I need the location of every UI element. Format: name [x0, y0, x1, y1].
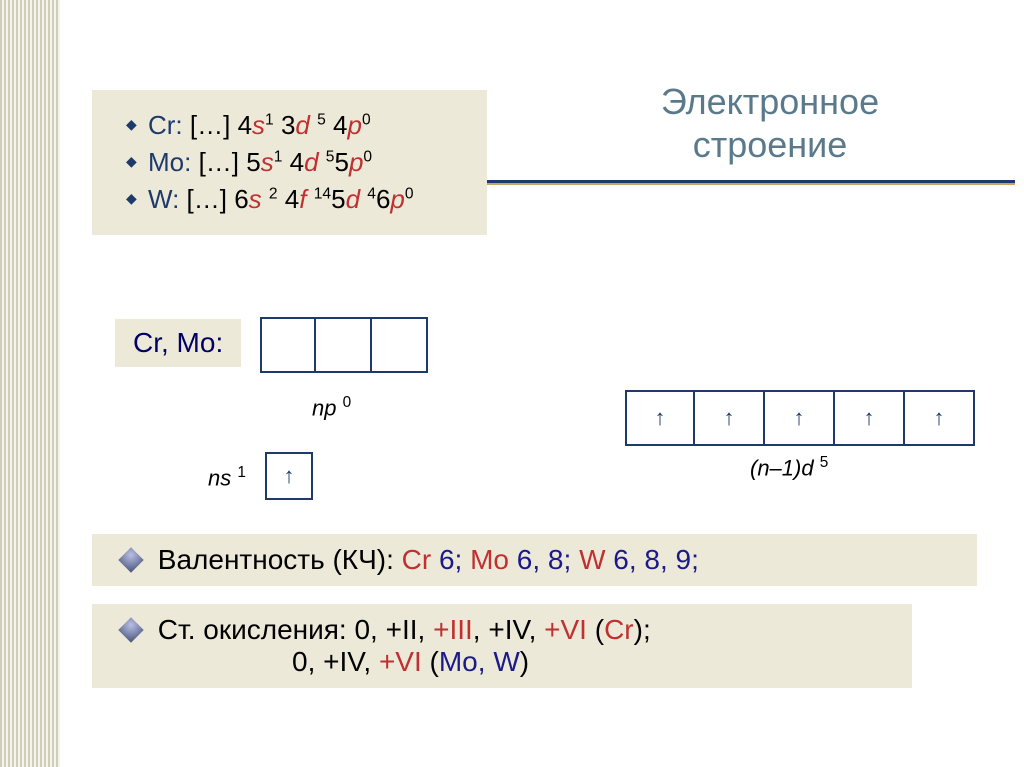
orbital-box: ↑ [905, 390, 975, 446]
crmo-label: Cr, Mo: [115, 319, 241, 367]
orbital-label-np: np 0 [312, 394, 351, 421]
orbital-box: ↑ [625, 390, 695, 446]
title-line1: Электронное [661, 81, 879, 122]
oxidation-box: Ст. окисления: 0, +II, +III, +IV, +VI (C… [92, 604, 912, 688]
valence-text: Валентность (КЧ): Cr 6; Mo 6, 8; W 6, 8,… [158, 544, 699, 575]
valence-box: Валентность (КЧ): Cr 6; Mo 6, 8; W 6, 8,… [92, 534, 977, 586]
config-item: Cr: […] 4s1 3d 5 4p0 [126, 110, 473, 141]
electron-config-list: Cr: […] 4s1 3d 5 4p0 Mo: […] 5s1 4d 55p0 W… [116, 110, 473, 215]
orbital-group-ns: ↑ [265, 452, 313, 500]
title-underline [455, 180, 1015, 186]
side-stripe [0, 0, 60, 767]
orbital-box: ↑ [265, 452, 313, 500]
orbital-box [372, 317, 428, 373]
slide-title: Электронное строение [560, 80, 980, 166]
orbital-box [260, 317, 316, 373]
diamond-bullet-icon [118, 547, 143, 572]
orbital-group-np [260, 317, 428, 373]
electron-config-box: Cr: […] 4s1 3d 5 4p0 Mo: […] 5s1 4d 55p0 W… [92, 90, 487, 235]
oxidation-line1: Ст. окисления: 0, +II, +III, +IV, +VI (C… [122, 614, 900, 646]
orbital-box [316, 317, 372, 373]
diamond-bullet-icon [118, 617, 143, 642]
orbital-label-ns: ns 1 [208, 464, 246, 491]
config-item: Mo: […] 5s1 4d 55p0 [126, 147, 473, 178]
orbital-group-d: ↑↑↑↑↑ [625, 390, 975, 446]
orbital-label-d: (n–1)d 5 [750, 454, 828, 481]
orbital-box: ↑ [835, 390, 905, 446]
title-line2: строение [693, 124, 848, 165]
orbital-box: ↑ [765, 390, 835, 446]
oxidation-line2: 0, +IV, +VI (Mo, W) [122, 646, 900, 678]
orbital-box: ↑ [695, 390, 765, 446]
config-item: W: […] 6s 2 4f 145d 46p0 [126, 184, 473, 215]
